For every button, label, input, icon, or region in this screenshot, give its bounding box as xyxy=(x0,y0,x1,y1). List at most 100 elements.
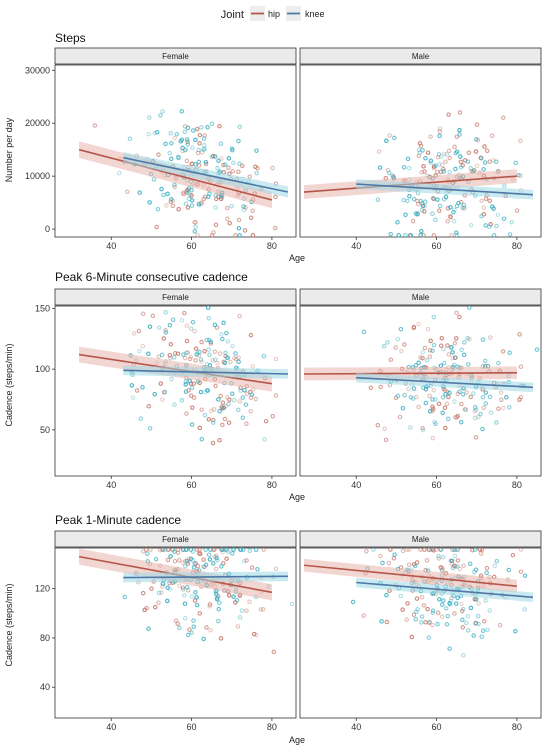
data-point-knee xyxy=(176,155,181,161)
data-point-hip xyxy=(175,351,181,356)
data-point-hip xyxy=(164,203,169,208)
data-point-knee xyxy=(449,344,454,350)
data-point-hip xyxy=(172,351,178,356)
data-point-hip xyxy=(172,558,178,564)
data-point-knee xyxy=(423,386,429,392)
data-point-knee xyxy=(217,408,222,414)
data-point-knee xyxy=(157,325,162,330)
y-tick-label: 100 xyxy=(35,364,50,374)
y-tick-label: 20000 xyxy=(25,118,50,128)
data-point-hip xyxy=(182,355,188,361)
data-point-knee xyxy=(240,395,246,400)
data-point-knee xyxy=(205,388,211,393)
data-point-knee xyxy=(206,194,211,200)
data-point-knee xyxy=(496,360,501,366)
data-point-knee xyxy=(183,389,189,394)
data-point-knee xyxy=(403,212,408,218)
data-point-hip xyxy=(422,169,427,174)
data-point-knee xyxy=(223,350,228,356)
data-point-hip xyxy=(92,123,98,128)
data-point-hip xyxy=(487,198,492,203)
data-point-hip xyxy=(211,417,216,423)
data-point-hip xyxy=(250,364,255,369)
data-point-hip xyxy=(209,408,214,414)
data-point-knee xyxy=(221,405,227,410)
data-point-hip xyxy=(496,406,501,412)
data-point-knee xyxy=(461,205,467,211)
data-point-knee xyxy=(191,624,196,629)
data-point-knee xyxy=(167,586,173,592)
trend-line-knee xyxy=(356,376,534,389)
facet-female: Female 40 60 80 40 80 120 xyxy=(35,530,297,732)
data-point-hip xyxy=(459,601,464,607)
data-point-knee xyxy=(468,222,474,228)
data-point-hip xyxy=(273,566,279,571)
data-point-knee xyxy=(177,625,182,631)
legend-label-knee: knee xyxy=(305,9,325,19)
x-axis-ticks: 40 60 80 xyxy=(106,718,277,732)
data-point-hip xyxy=(436,401,442,407)
data-point-knee xyxy=(492,563,498,569)
data-point-hip xyxy=(489,133,495,139)
data-point-knee xyxy=(180,587,186,592)
data-point-knee xyxy=(416,360,421,366)
data-point-knee xyxy=(212,154,218,159)
data-point-hip xyxy=(222,416,228,422)
data-point-knee xyxy=(247,548,253,554)
x-tick-label: 80 xyxy=(267,480,277,490)
data-point-knee xyxy=(464,620,469,626)
data-point-knee xyxy=(206,347,212,352)
data-point-knee xyxy=(465,159,471,164)
data-point-knee xyxy=(485,627,490,633)
x-tick-label: 60 xyxy=(187,722,197,732)
data-point-knee xyxy=(184,137,190,142)
data-point-knee xyxy=(185,125,191,131)
data-point-knee xyxy=(226,401,231,407)
data-point-hip xyxy=(140,343,146,349)
data-point-knee xyxy=(487,394,493,400)
data-point-hip xyxy=(431,233,437,238)
data-point-knee xyxy=(203,389,208,395)
data-point-hip xyxy=(441,386,447,392)
data-point-hip xyxy=(244,391,250,397)
data-point-hip xyxy=(402,342,407,347)
data-point-knee xyxy=(452,553,458,559)
data-point-knee xyxy=(202,412,208,418)
x-axis-ticks: 40 60 80 xyxy=(351,237,522,251)
data-point-hip xyxy=(517,332,522,337)
trend-line-knee xyxy=(356,581,534,599)
data-point-hip xyxy=(244,608,249,613)
data-point-knee xyxy=(392,135,397,141)
data-point-knee xyxy=(233,351,238,356)
data-point-hip xyxy=(446,112,451,117)
data-point-hip xyxy=(487,159,493,164)
data-point-knee xyxy=(201,147,206,152)
data-point-hip xyxy=(514,208,520,213)
data-point-hip xyxy=(462,407,468,412)
data-point-hip xyxy=(461,563,466,568)
data-point-hip xyxy=(430,547,436,552)
data-point-hip xyxy=(228,359,233,365)
data-point-knee xyxy=(203,159,209,165)
data-point-knee xyxy=(465,613,471,619)
data-point-hip xyxy=(227,397,232,402)
data-point-knee xyxy=(384,592,389,598)
data-point-knee xyxy=(453,601,459,606)
data-point-knee xyxy=(243,402,249,407)
data-point-knee xyxy=(224,547,230,552)
data-point-knee xyxy=(172,182,177,188)
data-point-knee xyxy=(402,392,407,398)
data-point-hip xyxy=(161,336,167,341)
data-point-knee xyxy=(146,351,151,357)
data-point-knee xyxy=(506,567,512,573)
data-point-hip xyxy=(253,396,259,402)
data-point-knee xyxy=(183,379,188,385)
data-point-hip xyxy=(446,394,451,400)
data-point-knee xyxy=(159,352,165,358)
data-point-knee xyxy=(430,397,435,402)
panel xyxy=(54,305,297,477)
data-point-knee xyxy=(196,159,202,165)
strip-label: Female xyxy=(162,293,189,302)
data-point-hip xyxy=(444,401,450,407)
data-point-knee xyxy=(183,382,188,387)
